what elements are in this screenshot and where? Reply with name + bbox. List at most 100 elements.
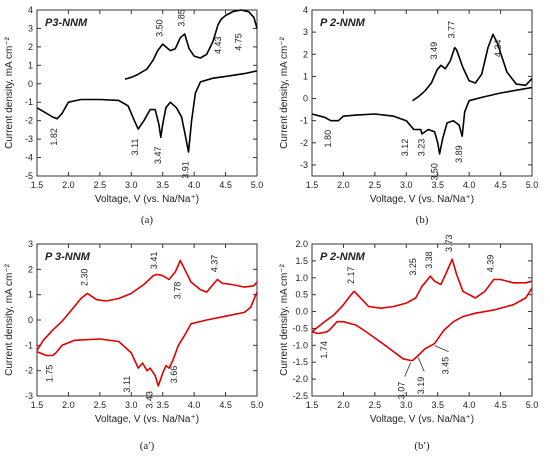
peak-label: 3.66 (169, 366, 179, 384)
y-tick-label: 3 (303, 27, 308, 37)
x-axis-label: Voltage, V (vs. Na/Na⁺) (95, 194, 199, 205)
peak-label: 4.39 (486, 255, 496, 273)
peak-label: 3.78 (172, 282, 182, 300)
peak-label: 1.74 (319, 341, 329, 359)
y-tick-label: 0.0 (295, 307, 308, 317)
x-tick-label: 4.5 (494, 180, 507, 190)
plot-frame (311, 9, 533, 177)
y-tick-label: -3 (300, 160, 308, 170)
y-tick-label: 1.5 (295, 256, 308, 266)
peak-label: 3.45 (441, 357, 451, 375)
x-tick-label: 4.0 (188, 400, 201, 410)
peak-label: 3.50 (430, 163, 440, 181)
y-tick-label: -2.5 (292, 391, 308, 401)
peak-label: 3.50 (155, 19, 165, 37)
y-tick-label: -4 (25, 153, 33, 163)
x-tick-label: 1.5 (306, 180, 319, 190)
peak-label: 3.38 (424, 251, 434, 269)
y-tick-label: -3 (25, 134, 33, 144)
x-tick-label: 5.0 (526, 180, 539, 190)
x-tick-label: 3.5 (431, 400, 444, 410)
x-tick-label: 2.0 (62, 180, 75, 190)
chart-panel-b: 1.5 2.0 2.5 3.0 3.5 4.0 4.5 5.0 -3 -2 -1 0 1 2 3 4 Volta… (279, 5, 538, 226)
y-tick-label: 2 (28, 42, 33, 52)
x-tick-label: 3.5 (156, 180, 169, 190)
y-tick-label: 2 (303, 49, 308, 59)
peak-label: 1.75 (45, 365, 55, 383)
peak-label: 4.34 (493, 40, 503, 58)
panel-caption: (a) (141, 214, 154, 226)
y-tick-label: 0.5 (295, 290, 308, 300)
y-tick-label: -2 (300, 138, 308, 148)
y-tick-label: -2 (25, 366, 33, 376)
x-axis-label: Voltage, V (vs. Na/Na⁺) (370, 414, 474, 425)
x-tick-label: 5.0 (251, 400, 264, 410)
y-axis-label: Current density, mA cm⁻² (279, 36, 290, 148)
x-tick-label: 3.0 (125, 180, 138, 190)
peak-label: 3.12 (400, 139, 410, 157)
y-tick-label: -1 (25, 97, 33, 107)
panel-title: P 2-NNM (320, 251, 366, 263)
y-tick-label: -2 (25, 116, 33, 126)
annotation-arrow (434, 345, 449, 353)
x-axis-label: Voltage, V (vs. Na/Na⁺) (370, 194, 474, 205)
y-tick-label: 3 (28, 23, 33, 33)
x-tick-label: 2.5 (94, 400, 107, 410)
x-tick-label: 1.5 (306, 400, 319, 410)
y-tick-label: 4 (28, 5, 33, 15)
peak-label: 3.07 (397, 382, 407, 400)
panel-caption: (b) (416, 214, 429, 226)
peak-label: 3.89 (454, 145, 464, 163)
y-tick-label: 1 (28, 60, 33, 70)
y-tick-label: -1.0 (292, 340, 308, 350)
y-tick-label: 1 (303, 71, 308, 81)
panel-caption: (b′) (414, 440, 430, 452)
y-tick-label: 2 (28, 264, 33, 274)
y-tick-label: 4 (303, 5, 308, 15)
peak-label: 3.11 (122, 376, 132, 393)
peak-label: 3.49 (429, 42, 439, 60)
panel-title: P 2-NNM (320, 17, 366, 29)
plot-frame (311, 243, 533, 397)
x-tick-label: 2.0 (62, 400, 75, 410)
peak-label: 3.91 (180, 161, 190, 179)
x-tick-label: 4.0 (463, 400, 476, 410)
peak-label: 4.75 (233, 33, 243, 51)
series-line-2 (311, 86, 533, 155)
y-tick-label: -1.5 (292, 357, 308, 367)
panel-title: P3-NNM (45, 17, 88, 29)
chart-panel-a2: 1.5 2.0 2.5 3.0 3.5 4.0 4.5 5.0 -3 -2 -1 0 1 2 3 Voltag… (4, 239, 263, 452)
y-tick-label: -1 (300, 116, 308, 126)
y-tick-label: -5 (25, 171, 33, 181)
series-line-1 (412, 33, 533, 102)
peak-label: 3.25 (408, 258, 418, 276)
x-tick-label: 2.5 (369, 400, 382, 410)
x-tick-label: 2.0 (337, 400, 350, 410)
series-line-1 (311, 258, 533, 333)
y-tick-label: 2.0 (295, 239, 308, 249)
y-tick-label: -1 (25, 340, 33, 350)
x-tick-label: 5.0 (526, 400, 539, 410)
annotation-arrow (404, 362, 412, 377)
x-tick-label: 3.5 (156, 400, 169, 410)
peak-label: 1.80 (323, 130, 333, 148)
series-line-1 (124, 9, 258, 80)
peak-label: 3.41 (149, 252, 159, 270)
peak-label: 2.17 (346, 267, 356, 285)
x-tick-label: 1.5 (31, 400, 44, 410)
plot-frame (36, 243, 258, 397)
x-tick-label: 1.5 (31, 180, 44, 190)
peak-label: 4.37 (209, 255, 219, 273)
x-axis-label: Voltage, V (vs. Na/Na⁺) (95, 414, 199, 425)
peak-label: 4.43 (213, 36, 223, 54)
series-line-2 (36, 70, 258, 153)
x-tick-label: 2.5 (369, 180, 382, 190)
peak-label: 3.85 (177, 9, 187, 27)
panel-caption: (a′) (140, 440, 155, 452)
x-tick-label: 4.0 (463, 180, 476, 190)
y-tick-label: 0 (28, 79, 33, 89)
y-axis-label: Current density, mA cm⁻² (279, 263, 290, 375)
y-axis-label: Current density, mA cm⁻² (4, 36, 15, 148)
y-tick-label: 1 (28, 290, 33, 300)
